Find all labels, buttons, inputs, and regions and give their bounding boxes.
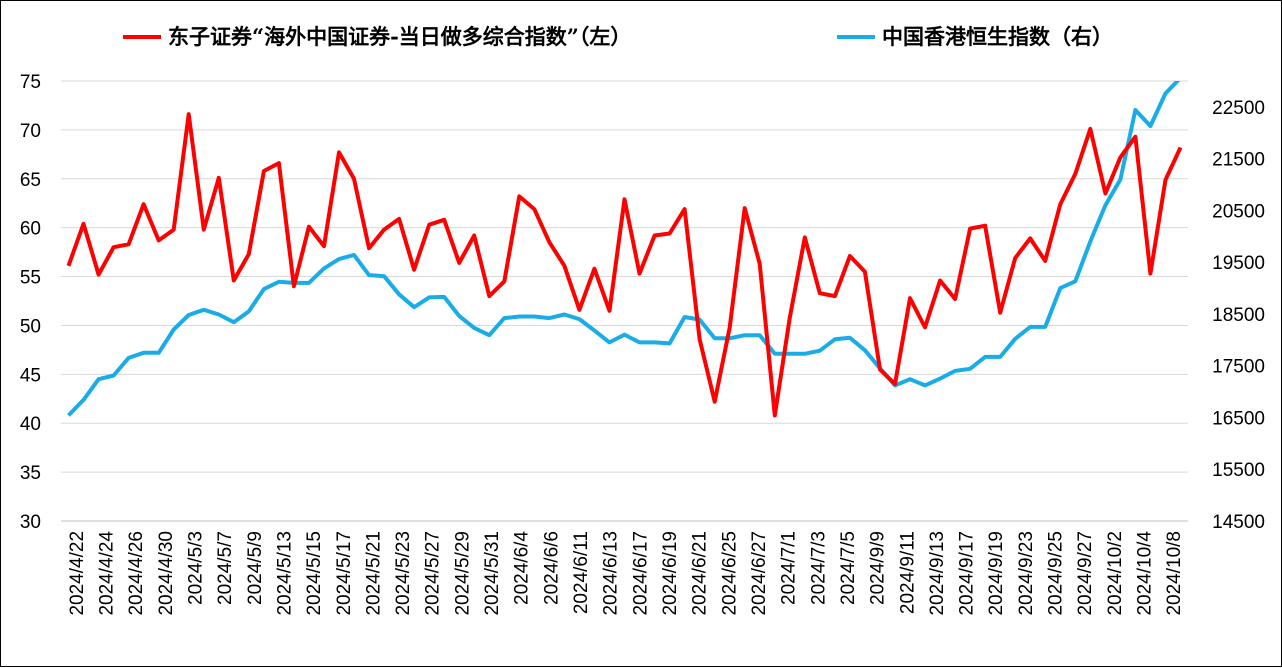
x-tick-label: 2024/6/27 (749, 531, 770, 616)
right-tick-label: 16500 (1212, 408, 1265, 429)
x-tick-label: 2024/5/9 (245, 531, 266, 605)
x-tick-label: 2024/10/8 (1164, 531, 1185, 616)
x-tick-label: 2024/6/6 (541, 531, 562, 605)
series-layer (66, 81, 1183, 418)
x-tick-label: 2024/5/23 (393, 531, 414, 616)
left-tick-label: 30 (20, 512, 41, 533)
x-tick-label: 2024/4/26 (126, 531, 147, 616)
left-tick-label: 70 (20, 121, 41, 142)
x-tick-label: 2024/9/27 (1075, 531, 1096, 616)
right-tick-label: 21500 (1212, 150, 1265, 171)
x-tick-label: 2024/4/22 (67, 531, 88, 616)
x-tick-label: 2024/9/23 (1016, 531, 1037, 616)
left-tick-label: 40 (20, 414, 41, 435)
x-tick-label: 2024/10/4 (1135, 531, 1156, 616)
right-tick-label: 22500 (1212, 98, 1265, 119)
x-tick-label: 2024/6/4 (512, 531, 533, 605)
left-tick-label: 45 (20, 365, 41, 386)
x-tick-label: 2024/9/13 (927, 531, 948, 616)
x-tick-label: 2024/5/27 (423, 531, 444, 616)
series-line-hang-seng (67, 81, 1181, 417)
left-tick-label: 75 (20, 72, 41, 93)
x-tick-label: 2024/7/5 (838, 531, 859, 605)
x-tick-label: 2024/5/21 (363, 531, 384, 616)
x-tick-label: 2024/6/13 (601, 531, 622, 616)
x-tick-label: 2024/7/3 (808, 531, 829, 605)
x-axis-ticks: 2024/4/22 2024/4/24 2024/4/26 2024/4/30 2024… (67, 531, 1185, 616)
x-tick-label: 2024/5/15 (304, 531, 325, 616)
x-tick-label: 2024/6/17 (630, 531, 651, 616)
x-tick-label: 2024/6/11 (571, 531, 592, 614)
left-tick-label: 65 (20, 170, 41, 191)
right-tick-label: 20500 (1212, 201, 1265, 222)
x-tick-label: 2024/10/2 (1105, 531, 1126, 616)
x-tick-label: 2024/7/1 (779, 531, 800, 605)
left-tick-label: 35 (20, 463, 41, 484)
left-tick-label: 55 (20, 268, 41, 289)
right-tick-label: 17500 (1212, 357, 1265, 378)
legend: 东子证券“海外中国证券-当日做多综合指数”（左） 中国香港恒生指数（右） (123, 24, 1113, 49)
left-tick-label: 60 (20, 219, 41, 240)
x-tick-label: 2024/9/11 (897, 531, 918, 614)
x-tick-label: 2024/9/25 (1046, 531, 1067, 616)
right-tick-label: 15500 (1212, 460, 1265, 481)
legend-label-dongzi-index: 东子证券“海外中国证券-当日做多综合指数”（左） (168, 24, 631, 49)
x-tick-label: 2024/6/25 (719, 531, 740, 616)
legend-label-hang-seng: 中国香港恒生指数（右） (882, 24, 1113, 49)
x-tick-label: 2024/9/9 (868, 531, 889, 605)
right-tick-label: 19500 (1212, 253, 1265, 274)
right-tick-label: 14500 (1212, 512, 1265, 533)
series-line-dongzi-index (66, 112, 1183, 418)
right-tick-label: 18500 (1212, 305, 1265, 326)
x-tick-label: 2024/6/21 (690, 531, 711, 616)
x-tick-label: 2024/9/19 (986, 531, 1007, 616)
x-tick-label: 2024/4/30 (156, 531, 177, 616)
x-tick-label: 2024/5/13 (274, 531, 295, 616)
right-axis-ticks: 14500 15500 16500 17500 18500 19500 20500 21500… (1212, 98, 1265, 533)
x-tick-label: 2024/9/17 (957, 531, 978, 616)
x-tick-label: 2024/5/29 (452, 531, 473, 616)
x-tick-label: 2024/6/19 (660, 531, 681, 616)
x-tick-label: 2024/5/3 (185, 531, 206, 605)
x-tick-label: 2024/5/7 (215, 531, 236, 605)
x-tick-label: 2024/5/17 (334, 531, 355, 616)
left-axis-ticks: 30 35 40 45 50 55 60 65 70 75 (20, 72, 41, 533)
x-tick-label: 2024/5/31 (482, 531, 503, 616)
left-tick-label: 50 (20, 316, 41, 337)
x-tick-label: 2024/4/24 (96, 531, 117, 616)
gridlines (61, 80, 1188, 473)
